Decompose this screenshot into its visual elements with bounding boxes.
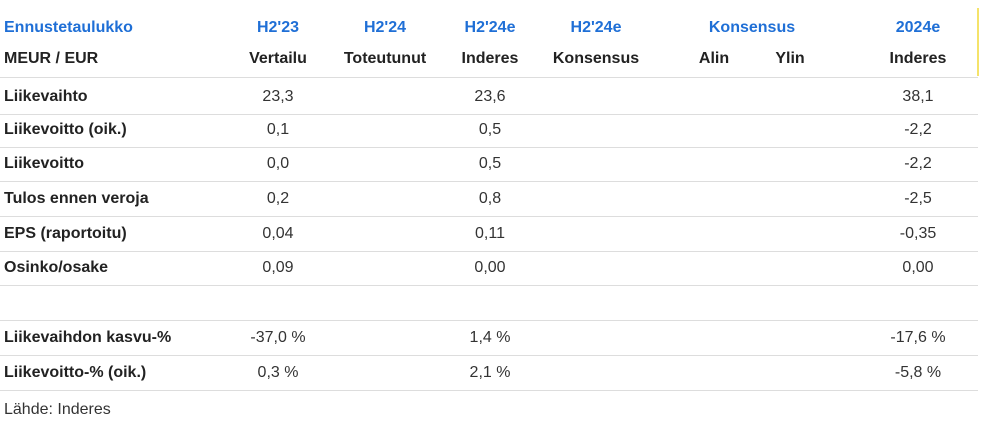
cell-value: -2,2 — [904, 155, 932, 172]
column-subheader: Vertailu — [249, 50, 307, 67]
row-separator — [0, 77, 978, 78]
column-header: H2'24e — [464, 19, 516, 36]
row-separator — [0, 285, 978, 286]
cell-value: 0,0 — [266, 155, 290, 172]
row-label: Tulos ennen veroja — [4, 190, 149, 207]
column-header: H2'23 — [256, 19, 300, 36]
cell-value: -17,6 % — [890, 329, 946, 346]
row-separator — [0, 147, 978, 148]
row-separator — [0, 320, 978, 321]
row-label: Liikevoitto — [4, 155, 85, 172]
column-subheader: Alin — [698, 50, 730, 67]
cell-value: 38,1 — [902, 88, 934, 105]
cell-value: 0,1 — [266, 121, 290, 138]
row-label: Liikevoitto (oik.) — [4, 121, 127, 138]
row-separator — [0, 216, 978, 217]
source-note: Lähde: Inderes — [4, 401, 111, 418]
cell-value: -0,35 — [899, 225, 937, 242]
column-header: H2'24 — [363, 19, 407, 36]
table-title: Ennustetaulukko — [4, 19, 133, 36]
cell-value: 0,5 — [478, 121, 502, 138]
row-separator — [0, 181, 978, 182]
column-subheader: Inderes — [461, 50, 519, 67]
cell-value: 0,5 — [478, 155, 502, 172]
cell-value: 0,11 — [475, 225, 505, 242]
cell-value: 2,1 % — [469, 364, 511, 381]
cell-value: 0,2 — [266, 190, 290, 207]
cell-value: 0,00 — [474, 259, 506, 276]
cell-value: -5,8 % — [894, 364, 942, 381]
cell-value: 0,09 — [262, 259, 294, 276]
cell-value: -2,2 — [904, 121, 932, 138]
unit-label: MEUR / EUR — [4, 50, 99, 67]
row-label: EPS (raportoitu) — [4, 225, 127, 242]
cell-value: 1,4 % — [469, 329, 511, 346]
row-separator — [0, 355, 978, 356]
cell-value: -2,5 — [904, 190, 932, 207]
row-label: Osinko/osake — [4, 259, 109, 276]
cell-value: -37,0 % — [250, 329, 306, 346]
cell-value: 0,00 — [902, 259, 934, 276]
column-header: Konsensus — [708, 19, 796, 36]
column-header: H2'24e — [570, 19, 622, 36]
cell-value: 0,8 — [478, 190, 502, 207]
column-header: 2024e — [895, 19, 941, 36]
row-label: Liikevaihdon kasvu-% — [4, 329, 172, 346]
cell-value: 23,6 — [474, 88, 506, 105]
column-subheader: Inderes — [889, 50, 947, 67]
row-label: Liikevaihto — [4, 88, 88, 105]
accent-line — [977, 8, 979, 76]
cell-value: 0,3 % — [257, 364, 299, 381]
cell-value: 23,3 — [262, 88, 294, 105]
row-separator — [0, 390, 978, 391]
column-subheader: Toteutunut — [343, 50, 427, 67]
row-label: Liikevoitto-% (oik.) — [4, 364, 147, 381]
row-separator — [0, 251, 978, 252]
column-subheader: Ylin — [775, 50, 805, 67]
cell-value: 0,04 — [262, 225, 294, 242]
column-subheader: Konsensus — [552, 50, 640, 67]
row-separator — [0, 114, 978, 115]
